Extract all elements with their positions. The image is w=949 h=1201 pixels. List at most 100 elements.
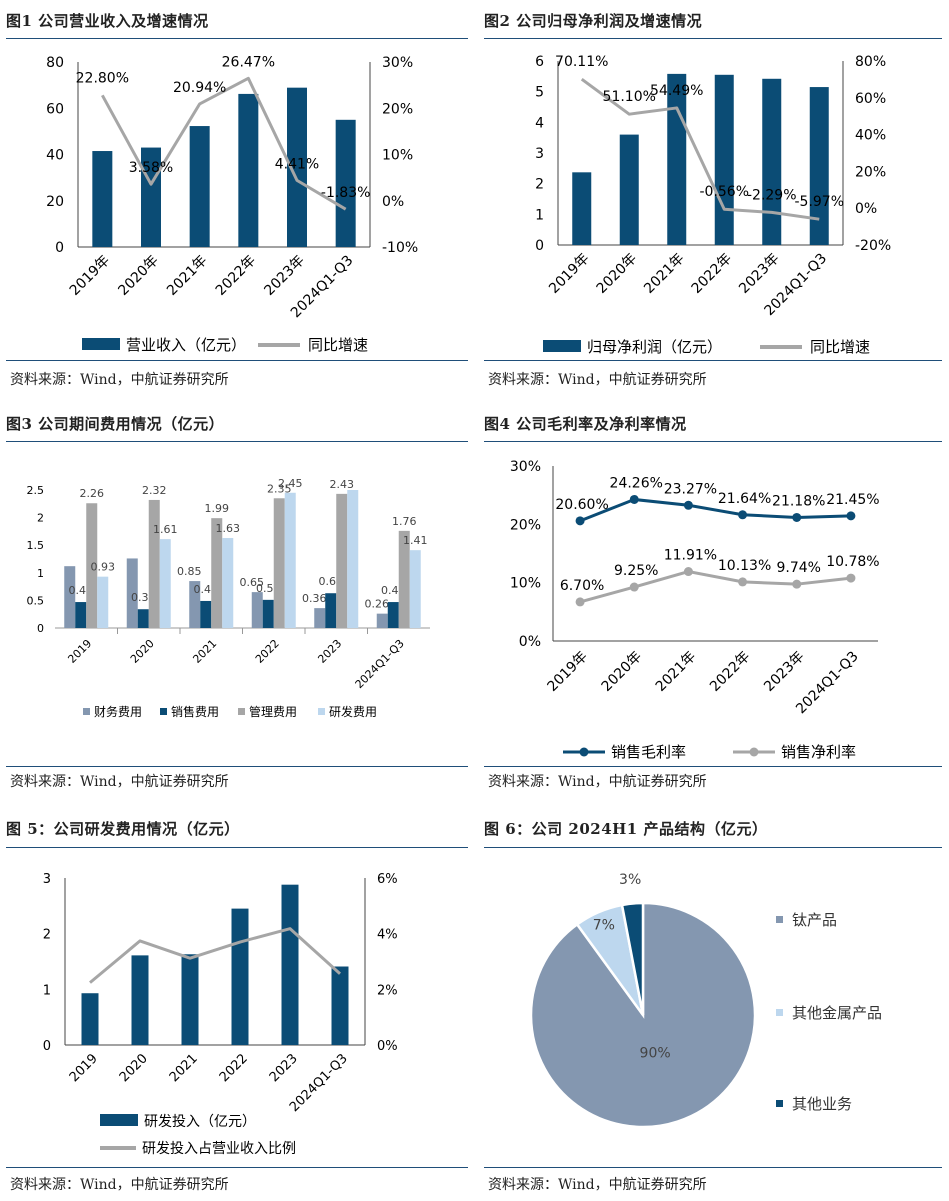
svg-fig2-data-label: 54.49% — [650, 83, 703, 99]
fig3-data-label: 0.93 — [91, 561, 116, 574]
svg-fig2-ytick-right: 20% — [855, 164, 886, 180]
fig3-chart: 00.511.522.50.850.650.36 0.260.470.340.49… — [27, 477, 430, 719]
svg-fig2-ytick-right: 60% — [855, 91, 886, 107]
svg-fig5-bar — [81, 993, 99, 1045]
svg-fig5-bar — [231, 908, 249, 1045]
fig3-data-label: 0.65 — [240, 576, 265, 589]
fig3-legend-label: 销售费用 — [171, 704, 219, 719]
fig3-bar-财务费用 — [126, 558, 138, 628]
svg-fig2-data-label: 51.10% — [603, 89, 656, 105]
fig3-data-label: 1.63 — [216, 522, 241, 535]
fig4-data-label: 21.45% — [826, 492, 879, 508]
svg-fig1-data-label: 26.47% — [222, 54, 275, 70]
fig3-bar-销售费用 — [387, 602, 399, 628]
svg-fig1-xtick: 2021年 — [164, 253, 210, 299]
svg-fig5-xtick: 2021 — [167, 1051, 201, 1085]
fig3-bar-研发费用 — [97, 576, 109, 628]
panel-fig2: 图2 公司归母净利润及增速情况 0 1 2 3 4 5 6 -20% 0% 20% 40% 60% 80… — [478, 0, 949, 395]
panel-fig5: 图 5：公司研发费用情况（亿元） 0 1 2 3 0% 2% 4% 6% 2019 2020 202… — [0, 810, 470, 1201]
svg-fig1-data-label: 20.94% — [173, 80, 226, 96]
svg-fig2-ytick-left: 0 — [535, 238, 544, 254]
svg-fig1-data-label: 4.41% — [275, 156, 319, 172]
fig3-xtick: 2021 — [190, 637, 219, 666]
svg-fig5-bar — [281, 884, 299, 1045]
fig6-legend-label: 钛产品 — [792, 911, 837, 929]
fig4-data-label: 21.18% — [772, 493, 825, 509]
svg-fig2-legend-bar-label: 归母净利润（亿元） — [587, 338, 722, 356]
fig3-bottom-rule — [6, 766, 468, 767]
fig3-legend-swatch — [160, 708, 167, 715]
svg-fig2-ytick-left: 1 — [535, 207, 544, 223]
svg-fig2-data-label: -5.97% — [794, 194, 844, 210]
fig4-ytick: 20% — [510, 517, 541, 533]
fig4-marker — [683, 500, 693, 510]
fig2-chart: 0 1 2 3 4 5 6 -20% 0% 20% 40% 60% 80% 70.11% 51.10%54.… — [535, 54, 891, 356]
fig3-xtick: 2019 — [65, 637, 94, 666]
fig3-bar-研发费用 — [347, 490, 359, 628]
svg-fig2-growth-line — [580, 77, 820, 221]
fig3-bar-管理费用 — [273, 498, 285, 628]
fig6-pct-label: 3% — [619, 872, 641, 888]
fig4-marker — [792, 512, 802, 522]
fig3-bar-管理费用 — [86, 503, 98, 628]
fig2-title-rule — [484, 38, 942, 39]
fig3-data-label: 2.45 — [278, 477, 303, 490]
svg-fig1-legend-line-label: 同比增速 — [308, 336, 368, 354]
fig3-data-label: 1.76 — [392, 515, 417, 528]
fig3-bar-销售费用 — [200, 600, 212, 628]
fig4-line-销售净利率 — [579, 569, 852, 604]
svg-fig1-data-label: 3.58% — [129, 160, 173, 176]
fig3-legend-label: 研发费用 — [329, 704, 377, 719]
svg-fig2-bar — [667, 73, 687, 245]
fig4-xtick: 2019年 — [544, 649, 590, 695]
fig6-legend-swatch — [776, 916, 783, 923]
svg-fig1-legend-bar-swatch — [82, 338, 120, 350]
fig3-data-label: 1.99 — [205, 502, 230, 515]
fig3-title-rule — [6, 441, 468, 442]
svg-fig2-ytick-left: 6 — [535, 54, 544, 70]
svg-fig5-ytick-left: 2 — [43, 928, 51, 943]
svg-fig1-bar — [92, 151, 113, 247]
fig4-xtick: 2023年 — [761, 649, 807, 695]
fig5-bottom-rule — [6, 1167, 468, 1168]
svg-fig2-bar — [572, 172, 592, 245]
fig3-legend-swatch — [318, 708, 325, 715]
fig4-title-rule — [484, 441, 942, 442]
svg-fig2-xtick: 2020年 — [594, 251, 640, 297]
fig3-legend-label: 财务费用 — [94, 704, 142, 719]
fig6-legend-swatch — [776, 1009, 783, 1016]
svg-fig2-xtick: 2022年 — [689, 251, 735, 297]
fig4-data-label: 11.91% — [664, 548, 717, 564]
fig4-line-销售毛利率 — [579, 497, 851, 523]
svg-fig1-growth-line — [101, 76, 347, 211]
svg-fig2-ytick-right: -20% — [855, 238, 891, 254]
svg-fig2-ytick-right: 80% — [855, 54, 886, 70]
svg-fig5-legend-bar-swatch — [100, 1114, 138, 1126]
svg-fig5-ytick-right: 6% — [377, 872, 398, 887]
fig6-slice-其他业务 — [620, 901, 645, 1016]
svg-fig5-bar — [131, 955, 149, 1045]
fig3-bar-研发费用 — [409, 550, 421, 628]
fig3-ytick: 0.5 — [27, 594, 45, 607]
fig3-ytick: 1.5 — [27, 539, 45, 552]
svg-fig2-legend-line-label: 同比增速 — [810, 338, 870, 356]
svg-fig1-ytick-left: 60 — [46, 101, 64, 117]
fig3-data-label: 2.32 — [142, 484, 167, 497]
fig2-title: 图2 公司归母净利润及增速情况 — [484, 12, 703, 30]
svg-fig1-xtick: 2020年 — [115, 253, 161, 299]
svg-fig1-legend-bar-label: 营业收入（亿元） — [126, 336, 246, 354]
svg-fig2-ytick-right: 0% — [855, 201, 877, 217]
svg-fig2-data-label: 70.11% — [555, 54, 608, 70]
fig3-bar-销售费用 — [137, 609, 149, 628]
fig1-title-rule — [6, 38, 468, 39]
svg-fig5-xtick: 2023 — [267, 1051, 301, 1085]
fig4-marker — [683, 567, 693, 577]
svg-fig1-ytick-left: 0 — [55, 240, 64, 256]
fig3-data-label: 1.61 — [153, 523, 178, 536]
fig4-marker — [846, 511, 856, 521]
svg-fig5-ytick-right: 0% — [377, 1039, 398, 1054]
fig1-source: 资料来源：Wind，中航证券研究所 — [10, 372, 229, 388]
fig4-marker — [575, 516, 585, 526]
fig3-bar-销售费用 — [262, 599, 274, 628]
fig2-bottom-rule — [484, 360, 942, 361]
